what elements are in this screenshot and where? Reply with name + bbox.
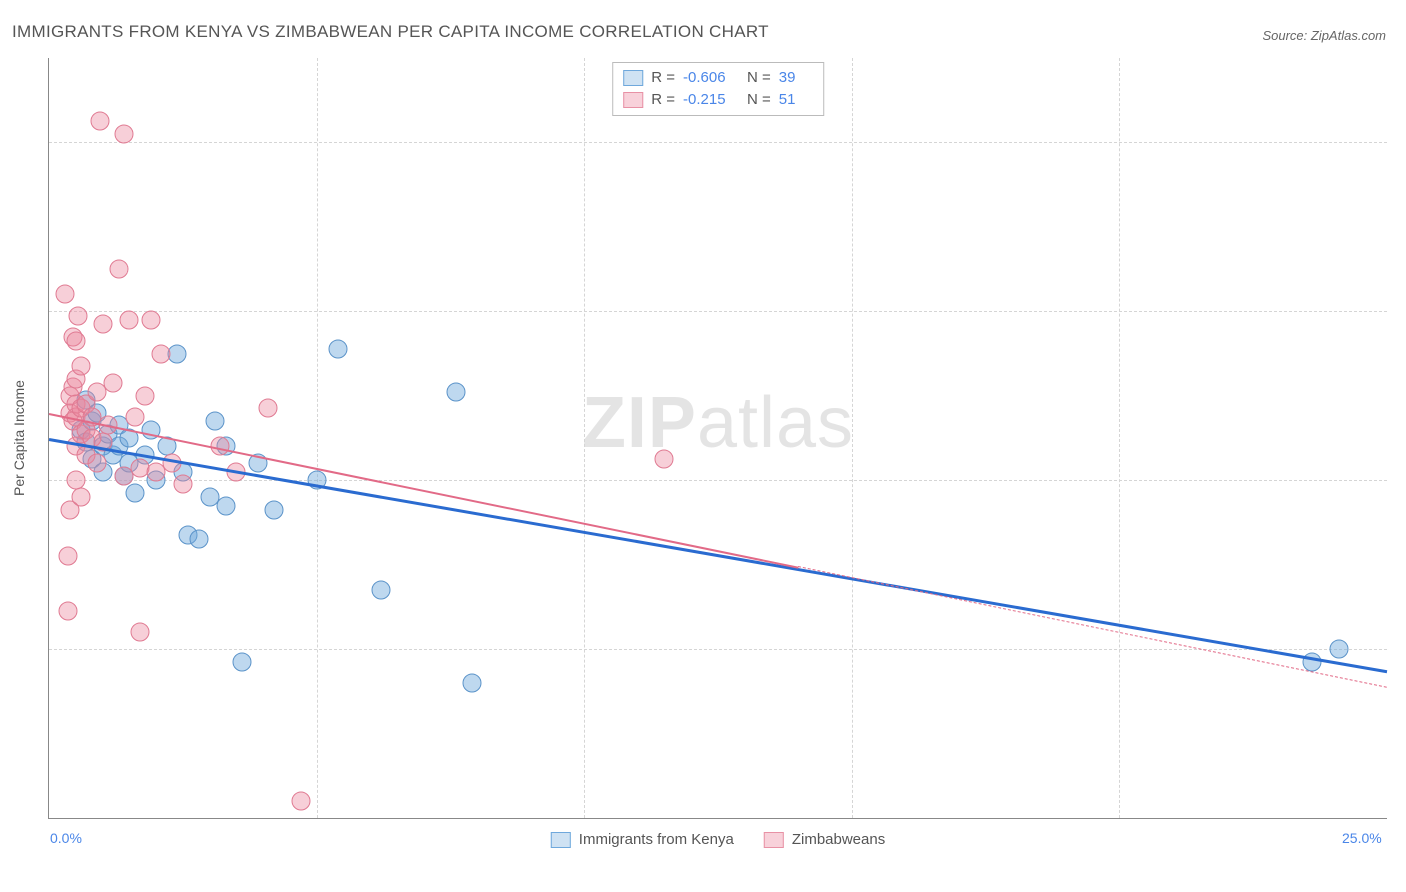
data-point bbox=[216, 496, 235, 515]
stat-n-value: 51 bbox=[779, 89, 809, 111]
data-point bbox=[371, 581, 390, 600]
data-point bbox=[56, 285, 75, 304]
gridline-h bbox=[49, 649, 1387, 650]
stat-r-label: R = bbox=[651, 89, 675, 111]
data-point bbox=[72, 488, 91, 507]
data-point bbox=[114, 125, 133, 144]
data-point bbox=[173, 475, 192, 494]
data-point bbox=[189, 530, 208, 549]
swatch-icon bbox=[764, 832, 784, 848]
swatch-icon bbox=[623, 70, 643, 86]
data-point bbox=[125, 407, 144, 426]
legend-top-row-0: R = -0.606 N = 39 bbox=[623, 67, 809, 89]
data-point bbox=[291, 792, 310, 811]
data-point bbox=[104, 374, 123, 393]
data-point bbox=[93, 315, 112, 334]
gridline-v bbox=[584, 58, 585, 818]
data-point bbox=[462, 673, 481, 692]
legend-label: Immigrants from Kenya bbox=[579, 831, 734, 848]
trend-line bbox=[49, 438, 1388, 673]
data-point bbox=[136, 386, 155, 405]
legend-top: R = -0.606 N = 39 R = -0.215 N = 51 bbox=[612, 62, 824, 116]
data-point bbox=[205, 412, 224, 431]
legend-top-row-1: R = -0.215 N = 51 bbox=[623, 89, 809, 111]
stat-n-value: 39 bbox=[779, 67, 809, 89]
data-point bbox=[72, 357, 91, 376]
data-point bbox=[58, 602, 77, 621]
data-point bbox=[655, 450, 674, 469]
data-point bbox=[1329, 640, 1348, 659]
legend-bottom-item-1: Zimbabweans bbox=[764, 831, 885, 848]
data-point bbox=[69, 306, 88, 325]
gridline-v bbox=[317, 58, 318, 818]
gridline-v bbox=[852, 58, 853, 818]
watermark-thin: atlas bbox=[697, 383, 854, 463]
trend-line bbox=[798, 566, 1387, 688]
data-point bbox=[88, 454, 107, 473]
data-point bbox=[58, 547, 77, 566]
source-label: Source: ZipAtlas.com bbox=[1262, 28, 1386, 43]
y-tick-label: $80,000 bbox=[1397, 134, 1406, 150]
data-point bbox=[259, 399, 278, 418]
data-point bbox=[329, 340, 348, 359]
gridline-h bbox=[49, 480, 1387, 481]
plot-area: Per Capita Income ZIPatlas R = -0.606 N … bbox=[48, 58, 1387, 819]
legend-bottom: Immigrants from Kenya Zimbabweans bbox=[551, 831, 885, 848]
data-point bbox=[125, 483, 144, 502]
chart-container: IMMIGRANTS FROM KENYA VS ZIMBABWEAN PER … bbox=[0, 0, 1406, 892]
gridline-v bbox=[1119, 58, 1120, 818]
data-point bbox=[66, 331, 85, 350]
y-tick-label: $60,000 bbox=[1397, 303, 1406, 319]
data-point bbox=[152, 344, 171, 363]
legend-label: Zimbabweans bbox=[792, 831, 885, 848]
data-point bbox=[109, 260, 128, 279]
chart-title: IMMIGRANTS FROM KENYA VS ZIMBABWEAN PER … bbox=[12, 22, 769, 42]
swatch-icon bbox=[551, 832, 571, 848]
x-axis-min: 0.0% bbox=[50, 830, 82, 846]
stat-r-value: -0.215 bbox=[683, 89, 739, 111]
y-tick-label: $20,000 bbox=[1397, 641, 1406, 657]
data-point bbox=[90, 112, 109, 131]
data-point bbox=[130, 623, 149, 642]
data-point bbox=[446, 382, 465, 401]
stat-r-label: R = bbox=[651, 67, 675, 89]
watermark: ZIPatlas bbox=[582, 382, 854, 464]
y-axis-title: Per Capita Income bbox=[11, 380, 27, 496]
stat-n-label: N = bbox=[747, 89, 771, 111]
data-point bbox=[120, 310, 139, 329]
trend-line bbox=[49, 413, 799, 569]
data-point bbox=[141, 310, 160, 329]
gridline-h bbox=[49, 311, 1387, 312]
stat-r-value: -0.606 bbox=[683, 67, 739, 89]
stat-n-label: N = bbox=[747, 67, 771, 89]
swatch-icon bbox=[623, 92, 643, 108]
watermark-bold: ZIP bbox=[582, 383, 697, 463]
data-point bbox=[264, 500, 283, 519]
legend-bottom-item-0: Immigrants from Kenya bbox=[551, 831, 734, 848]
x-axis-max: 25.0% bbox=[1342, 830, 1382, 846]
y-tick-label: $40,000 bbox=[1397, 472, 1406, 488]
data-point bbox=[232, 652, 251, 671]
gridline-h bbox=[49, 142, 1387, 143]
